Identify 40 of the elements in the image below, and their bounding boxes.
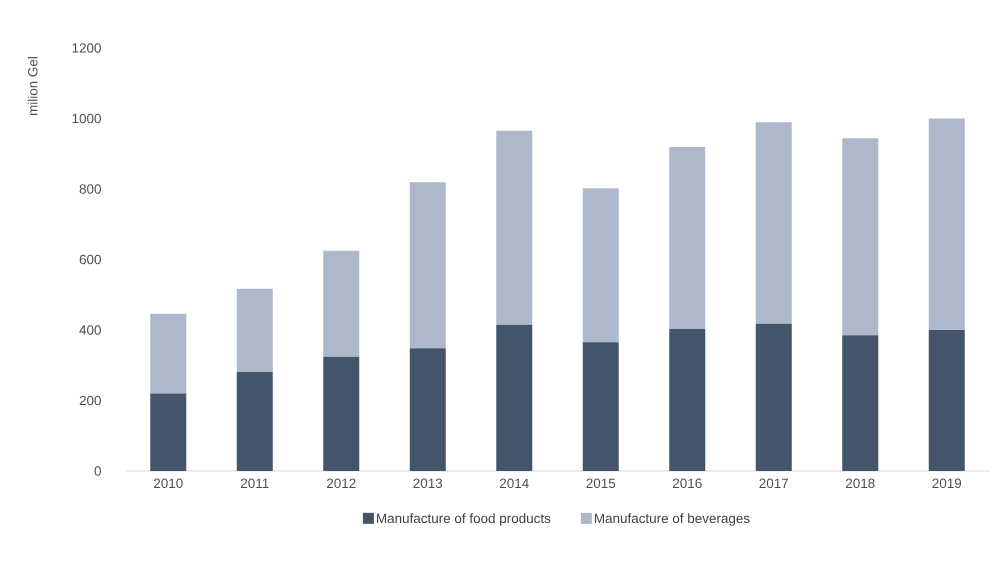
bar: [236, 371, 273, 471]
x-tick-label: 2018: [845, 478, 875, 489]
x-tick-label: 2016: [672, 478, 702, 489]
legend-label: Manufacture of food products: [377, 513, 551, 526]
bar: [150, 393, 187, 471]
y-tick-label: 200: [79, 395, 101, 406]
x-tick-label: 2012: [326, 478, 356, 489]
bar: [409, 348, 446, 471]
bar: [755, 122, 792, 324]
bar: [496, 324, 533, 471]
bar: [669, 328, 706, 471]
bar: [842, 335, 879, 471]
y-axis-title: milion Gel: [27, 57, 38, 116]
bar: [150, 313, 187, 394]
bar: [323, 356, 360, 471]
bar: [409, 182, 446, 349]
x-tick-label: 2015: [586, 478, 616, 489]
x-tick-label: 2017: [759, 478, 789, 489]
bar: [755, 323, 792, 471]
y-tick-label: 600: [79, 254, 101, 265]
bar: [842, 138, 879, 336]
x-tick-label: 2010: [153, 478, 183, 489]
y-tick-label: 1200: [72, 43, 101, 53]
bar: [582, 342, 619, 471]
x-tick-label: 2019: [932, 478, 962, 489]
bar: [323, 250, 360, 357]
y-tick-label: 400: [79, 325, 101, 335]
bar: [496, 130, 533, 325]
bar: [236, 288, 273, 372]
y-tick-label: 1000: [72, 113, 101, 124]
bar: [582, 188, 619, 343]
x-tick-label: 2011: [240, 478, 269, 489]
bar: [928, 329, 965, 471]
y-tick-label: 0: [94, 466, 101, 476]
legend-label: Manufacture of beverages: [594, 513, 750, 526]
bar: [669, 147, 706, 329]
bar: [928, 118, 965, 330]
y-tick-label: 800: [79, 184, 101, 194]
x-tick-label: 2013: [413, 478, 443, 489]
x-tick-label: 2014: [499, 478, 529, 489]
